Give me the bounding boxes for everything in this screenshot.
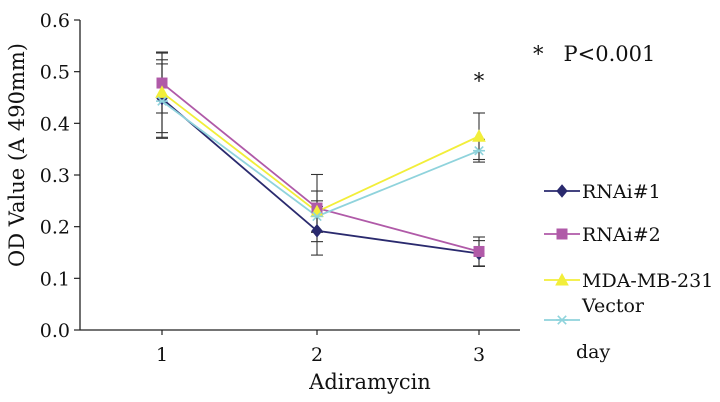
data-point (155, 85, 169, 98)
y-tick-label: 0.2 (40, 217, 70, 239)
data-point (473, 245, 485, 257)
x-tick-label: 3 (473, 344, 485, 366)
legend: RNAi#1 RNAi#2 MDA-MB-231 Vector (544, 181, 713, 325)
legend-marker (556, 184, 568, 198)
data-point (311, 211, 323, 222)
y-tick-label: 0.3 (40, 165, 70, 187)
y-ticks: 0.0 0.1 0.2 0.3 0.4 0.5 0.6 (40, 10, 80, 342)
series-lines (161, 82, 480, 255)
legend-label: RNAi#2 (582, 224, 661, 246)
series-markers (155, 77, 486, 261)
data-point (473, 145, 485, 156)
legend-label: RNAi#1 (582, 181, 661, 203)
p-value-annotation: * P<0.001 (533, 42, 655, 66)
series-line (161, 91, 480, 213)
data-point (156, 96, 168, 106)
data-point (472, 129, 486, 142)
y-tick-label: 0.6 (40, 10, 70, 32)
x-axis-unit-label: day (576, 341, 610, 363)
significance-marker: * (474, 69, 485, 93)
error-bars (156, 51, 485, 268)
x-tick-label: 1 (156, 344, 168, 366)
legend-label: MDA-MB-231 (582, 270, 713, 292)
legend-entry: RNAi#1 (544, 181, 661, 203)
legend-entry: MDA-MB-231 (544, 270, 713, 292)
data-point (311, 224, 323, 238)
axes (79, 20, 520, 331)
y-tick-label: 0.1 (40, 268, 70, 290)
y-axis-label: OD Value (A 490mm) (5, 43, 29, 267)
legend-marker (556, 315, 568, 325)
legend-entry: Vector (544, 295, 645, 325)
x-axis-label: Adiramycin (308, 370, 431, 394)
series-line (161, 82, 480, 253)
x-tick-label: 2 (311, 344, 323, 366)
x-ticks: 1 2 3 (156, 330, 485, 366)
legend-entry: RNAi#2 (544, 224, 661, 246)
legend-marker (556, 228, 568, 240)
legend-marker (555, 272, 569, 286)
y-tick-label: 0.5 (40, 62, 70, 84)
y-tick-label: 0.0 (40, 320, 70, 342)
y-tick-label: 0.4 (40, 113, 70, 135)
legend-label: Vector (581, 295, 645, 317)
